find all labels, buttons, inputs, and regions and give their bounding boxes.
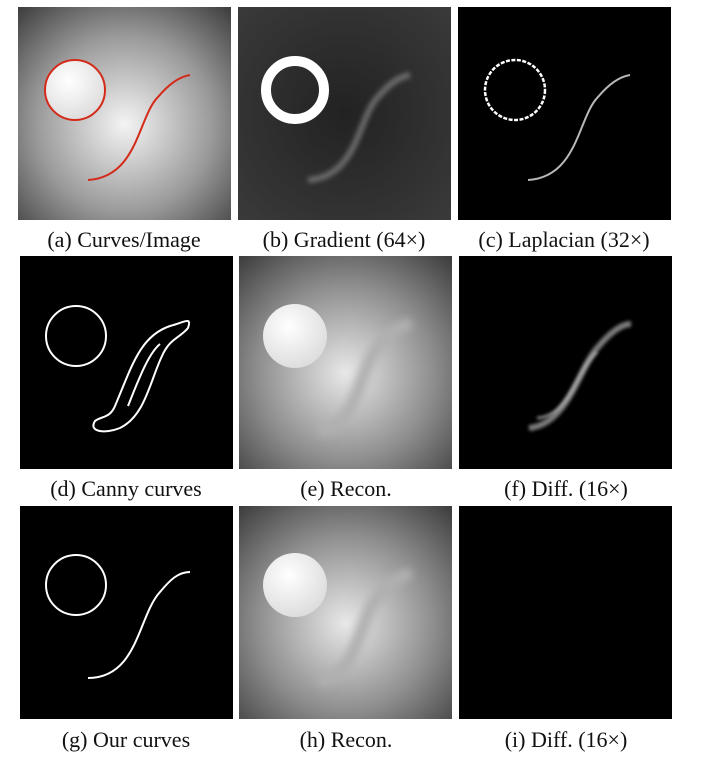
caption-h: (h) Recon. <box>226 727 466 753</box>
panel-h-recon <box>239 506 452 719</box>
caption-i: (i) Diff. (16×) <box>446 727 686 753</box>
caption-f: (f) Diff. (16×) <box>446 476 686 502</box>
caption-d: (d) Canny curves <box>6 476 246 502</box>
panel-g-our-curves <box>20 506 233 719</box>
panel-i-diff <box>459 506 672 719</box>
caption-c: (c) Laplacian (32×) <box>444 227 684 253</box>
panel-d-canny-curves <box>20 256 233 469</box>
panel-e-recon <box>239 256 452 469</box>
panel-a-curves-image <box>18 7 231 220</box>
panel-c-laplacian <box>458 7 671 220</box>
panel-f-diff <box>459 256 672 469</box>
caption-b: (b) Gradient (64×) <box>224 227 464 253</box>
panel-b-gradient <box>238 7 451 220</box>
caption-a: (a) Curves/Image <box>4 227 244 253</box>
caption-e: (e) Recon. <box>226 476 466 502</box>
caption-g: (g) Our curves <box>6 727 246 753</box>
